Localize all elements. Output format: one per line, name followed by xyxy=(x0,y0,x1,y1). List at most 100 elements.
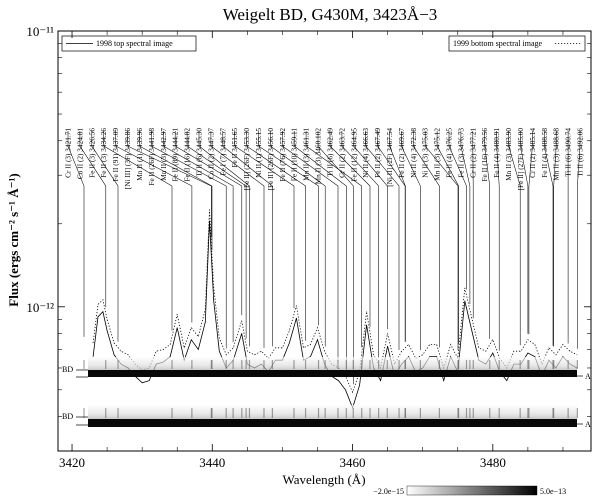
series-point xyxy=(492,339,494,341)
line-id-connector xyxy=(413,131,440,348)
series-point xyxy=(576,354,578,356)
series-point xyxy=(226,354,227,356)
line-id-label: Cr II (2) 3463.72 xyxy=(337,128,346,178)
series-point xyxy=(219,350,220,352)
series-point xyxy=(97,316,99,318)
series-point xyxy=(534,344,536,345)
image-label-a-top: A xyxy=(585,372,591,381)
series-point xyxy=(155,350,157,352)
spectral-image-top-trace xyxy=(88,370,577,377)
series-point xyxy=(317,327,318,329)
line-id-label: [Fe II] (26F) 3453.30 xyxy=(242,128,251,191)
series-point xyxy=(113,342,115,344)
series-point xyxy=(317,339,318,341)
line-id-connector xyxy=(436,131,459,344)
line-id-connector xyxy=(198,131,250,347)
series-point xyxy=(408,356,410,357)
line-id-label: Fe II (2) 3469.67 xyxy=(397,128,406,178)
series-point xyxy=(241,320,242,322)
line-id-label: [Ni II] (2F) 3467.54 xyxy=(385,128,394,187)
line-id-label: Ni II (1) 3455.15 xyxy=(254,128,263,178)
series-point xyxy=(141,382,143,384)
series-point xyxy=(198,336,199,337)
line-id-label: Fe II (16) 3479.56 xyxy=(480,128,489,182)
line-id-connector xyxy=(103,131,173,331)
series-point xyxy=(127,354,129,356)
x-tick-label: 3480 xyxy=(480,455,506,470)
line-id-label: Fe II 3451.65 xyxy=(230,128,239,168)
series-point xyxy=(254,354,255,356)
line-id-connector xyxy=(282,131,339,362)
series-point xyxy=(205,308,206,310)
series-point xyxy=(289,342,290,344)
colorbar: −2.0e−15 5.0e−13 xyxy=(373,485,566,496)
x-tick-label: 3460 xyxy=(340,455,366,470)
line-id-connector xyxy=(151,131,227,349)
series-point xyxy=(310,344,311,345)
series-point xyxy=(352,391,353,393)
line-id-connector xyxy=(496,131,500,351)
series-point xyxy=(148,380,150,381)
image-label-a-bottom: A xyxy=(585,420,591,429)
series-point xyxy=(97,304,99,305)
spectral-image-bottom-trace xyxy=(88,419,577,427)
legend-left: 1998 top spectral image xyxy=(61,35,197,52)
line-id-label: Ni II (3) 3475.03 xyxy=(421,128,430,178)
line-id-connector xyxy=(389,131,406,342)
line-id-label: Cr II (3) 3421.71 xyxy=(64,128,73,178)
line-id-connector xyxy=(222,131,273,347)
line-id-connector xyxy=(210,131,265,348)
line-id-connector xyxy=(258,131,319,326)
series-point xyxy=(113,354,115,356)
series-point xyxy=(282,347,283,349)
series-point xyxy=(471,317,473,319)
series-point xyxy=(478,347,480,349)
line-id-label: Fe II (16) 3444.82 xyxy=(183,128,192,182)
series-point xyxy=(92,356,94,357)
series-point xyxy=(373,354,374,356)
line-id-connector xyxy=(520,131,529,334)
line-id-label: Cr II (2) 3485.14 xyxy=(528,128,537,178)
line-id-label: Fe II (26F) 3441.98 xyxy=(147,128,156,186)
series-point xyxy=(213,300,214,302)
line-id-label: Ni II (4) 3466.63 xyxy=(361,128,370,178)
series-point xyxy=(219,337,220,339)
line-id-connector xyxy=(329,131,371,327)
series-point xyxy=(162,349,164,350)
series-point xyxy=(429,356,431,357)
series-point xyxy=(436,356,438,357)
series-point xyxy=(102,311,104,313)
axes-layer: 3420 3440 3460 3480 10⁻¹² 10⁻¹¹ xyxy=(26,24,591,470)
line-id-label: Fe II (4) 3488.58 xyxy=(540,128,549,178)
series-point xyxy=(401,350,402,352)
line-ids-layer: Cr II (3) 3421.71 Co II (2) 3424.81 Fe II … xyxy=(64,128,585,385)
image-label-bd-top: BD xyxy=(62,365,73,374)
series-point xyxy=(183,347,185,349)
line-id-label: Mn II (3) 3475.12 xyxy=(433,128,442,181)
series-point xyxy=(324,350,325,352)
y-tick-label: 10⁻¹¹ xyxy=(26,24,54,39)
series-point xyxy=(429,344,431,345)
series-point xyxy=(120,350,122,352)
line-id-label: Co II (2) 3424.81 xyxy=(75,128,84,179)
line-id-label: Fe II (91) 3437.09 xyxy=(111,128,120,182)
series-line-1998 xyxy=(92,220,578,410)
series-point xyxy=(176,327,178,329)
series-point xyxy=(471,330,473,331)
series-point xyxy=(261,350,262,352)
line-id-connector xyxy=(401,131,421,350)
series-point xyxy=(562,356,564,357)
series-point xyxy=(92,342,94,344)
line-id-connector xyxy=(544,131,554,346)
line-id-label: Fe II (76) 3457.92 xyxy=(278,128,287,182)
line-id-label: [Ni III] (3F) 3439.86 xyxy=(123,128,132,190)
series-point xyxy=(534,356,536,357)
line-id-label: Mn II (1) 3439.96 xyxy=(135,128,144,181)
legend-right: 1999 bottom spectral image xyxy=(448,35,586,52)
colorbar-max-label: 5.0e−13 xyxy=(540,487,566,496)
series-point xyxy=(436,344,438,345)
chart-title: Weigelt BD, G430M, 3423Å−3 xyxy=(223,5,438,24)
series-point xyxy=(527,352,529,354)
series-point xyxy=(169,344,171,345)
